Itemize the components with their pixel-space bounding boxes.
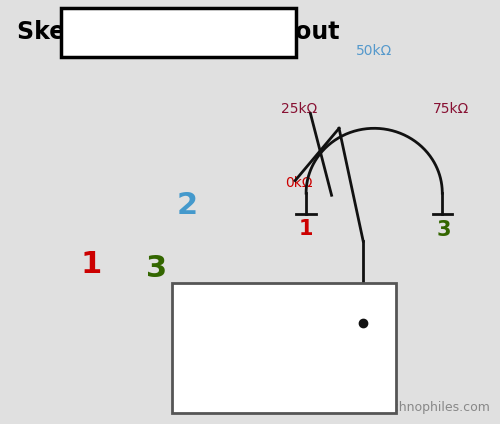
Text: Skeleton Trimpot Pinout: Skeleton Trimpot Pinout xyxy=(17,20,340,45)
Text: 1 = VCC: 1 = VCC xyxy=(188,298,280,318)
Text: 75kΩ: 75kΩ xyxy=(433,103,469,117)
FancyBboxPatch shape xyxy=(172,283,396,413)
Text: 2 = Output: 2 = Output xyxy=(188,340,316,360)
Text: 2: 2 xyxy=(177,191,198,220)
Text: 1: 1 xyxy=(299,219,314,239)
FancyBboxPatch shape xyxy=(61,8,296,57)
Text: www.eTechnophiles.com: www.eTechnophiles.com xyxy=(338,401,490,414)
Text: 1: 1 xyxy=(80,250,102,279)
Text: 0kΩ: 0kΩ xyxy=(285,176,312,190)
Text: 3: 3 xyxy=(436,220,451,240)
Text: 50kΩ: 50kΩ xyxy=(356,44,393,58)
Text: 3 = GND: 3 = GND xyxy=(188,381,286,401)
Text: 3: 3 xyxy=(146,254,168,283)
Text: 25kΩ: 25kΩ xyxy=(280,103,317,117)
Text: 2: 2 xyxy=(365,315,380,335)
